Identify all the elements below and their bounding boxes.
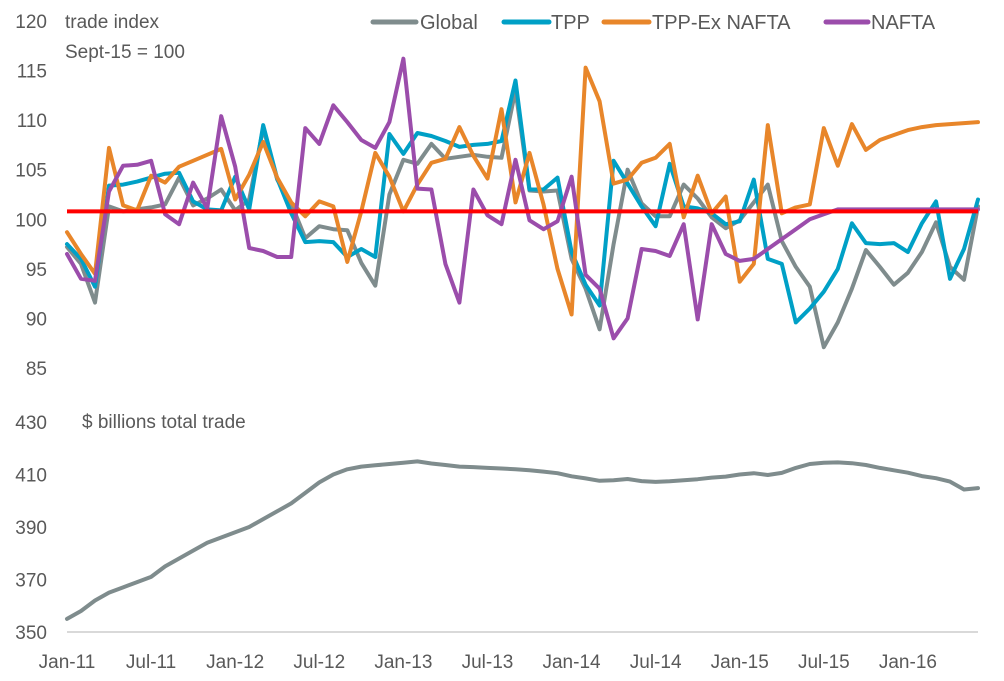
x-tick-label: Jul-12 [293, 652, 345, 673]
x-tick-label: Jan-12 [206, 652, 264, 673]
x-tick-label: Jan-13 [374, 652, 432, 673]
bottom-y-tick-label: 430 [15, 413, 47, 434]
legend-label-tpp-ex-nafta: TPP-Ex NAFTA [652, 12, 791, 34]
bottom-y-tick-label: 350 [15, 623, 47, 644]
x-tick-label: Jul-15 [798, 652, 850, 673]
top-panel-title: trade index [65, 12, 160, 33]
series-line-tpp-ex-nafta [65, 65, 980, 317]
bottom-series-group [65, 459, 980, 621]
top-y-tick-label: 95 [26, 260, 47, 281]
bottom-panel-title: $ billions total trade [82, 412, 246, 433]
bottom-y-tick-label: 370 [15, 571, 47, 592]
series-line-nafta [65, 56, 980, 341]
top-y-tick-label: 100 [15, 210, 47, 231]
top-series-group [65, 56, 980, 350]
x-axis-ticks: Jan-11 Jul-11 Jan-12 Jul-12 Jan-13 Jul-13 Jan-… [39, 652, 937, 673]
bottom-y-axis-ticks: 350 370 390 410 430 [15, 413, 47, 644]
top-y-tick-label: 115 [17, 62, 47, 83]
x-tick-label: Jul-13 [462, 652, 514, 673]
legend-label-nafta: NAFTA [871, 12, 936, 34]
bottom-y-tick-label: 410 [15, 466, 47, 487]
top-panel-subtitle: Sept-15 = 100 [65, 42, 185, 63]
series-line-total-trade [65, 459, 980, 621]
top-y-tick-label: 85 [26, 359, 47, 380]
top-y-tick-label: 105 [15, 161, 47, 182]
x-tick-label: Jul-14 [630, 652, 682, 673]
bottom-y-tick-label: 390 [15, 518, 47, 539]
top-y-axis-ticks: 85 90 95 100 105 110 115 120 [15, 12, 47, 380]
x-tick-label: Jan-16 [879, 652, 937, 673]
top-y-tick-label: 110 [17, 111, 47, 132]
x-tick-label: Jul-11 [126, 652, 176, 673]
x-tick-label: Jan-15 [711, 652, 769, 673]
legend: Global TPP TPP-Ex NAFTA NAFTA [370, 12, 936, 34]
top-y-tick-label: 120 [15, 12, 47, 33]
x-tick-label: Jan-11 [39, 652, 96, 673]
legend-label-tpp: TPP [551, 12, 590, 34]
top-y-tick-label: 90 [26, 309, 47, 330]
x-tick-label: Jan-14 [542, 652, 601, 673]
legend-label-global: Global [420, 12, 478, 34]
